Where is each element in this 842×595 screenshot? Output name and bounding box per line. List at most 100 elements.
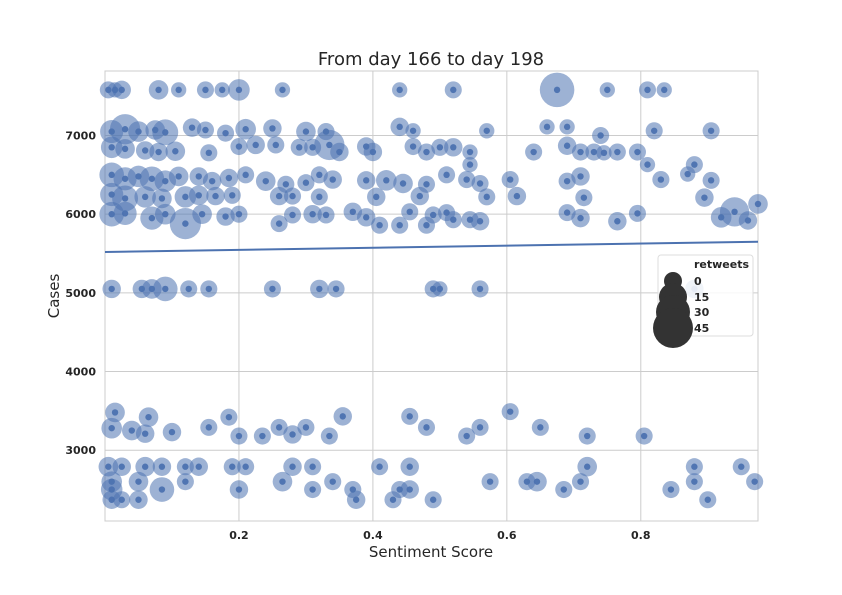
point-core xyxy=(560,486,567,493)
point-core xyxy=(225,413,233,421)
data-point xyxy=(270,215,288,233)
data-point xyxy=(356,171,376,190)
point-core xyxy=(128,427,135,434)
point-core xyxy=(476,180,484,187)
point-core xyxy=(640,432,648,440)
point-core xyxy=(158,486,166,493)
point-core xyxy=(135,496,142,503)
data-point xyxy=(462,144,478,160)
point-core xyxy=(182,463,189,470)
point-core xyxy=(476,218,484,225)
data-point xyxy=(200,280,218,298)
point-core xyxy=(302,424,310,431)
data-point xyxy=(571,143,590,161)
point-core xyxy=(108,285,115,293)
point-core xyxy=(429,496,437,503)
data-point xyxy=(323,170,342,189)
point-core xyxy=(707,177,715,184)
point-core xyxy=(155,148,162,156)
point-core xyxy=(195,173,202,180)
data-point xyxy=(346,490,366,509)
point-core xyxy=(155,86,162,94)
data-point xyxy=(592,126,610,145)
data-point xyxy=(417,216,436,234)
data-point xyxy=(324,473,342,491)
point-core xyxy=(738,463,745,470)
point-core xyxy=(423,181,430,188)
point-core xyxy=(657,176,665,183)
data-point xyxy=(628,143,646,161)
data-point xyxy=(748,194,768,214)
data-point xyxy=(113,201,137,225)
point-core xyxy=(175,173,182,180)
point-core xyxy=(476,285,484,293)
data-point xyxy=(135,456,155,477)
data-point xyxy=(699,491,717,509)
data-point xyxy=(320,427,338,445)
y-tick-label: 5000 xyxy=(65,287,96,300)
point-core xyxy=(145,413,152,421)
data-point xyxy=(481,473,499,491)
point-core xyxy=(329,478,336,485)
data-point xyxy=(196,121,215,139)
point-core xyxy=(219,86,226,94)
point-core xyxy=(463,176,470,183)
data-point xyxy=(356,208,376,227)
data-point xyxy=(113,491,131,509)
point-core xyxy=(141,193,149,201)
point-core xyxy=(329,176,336,183)
point-core xyxy=(235,143,243,150)
point-core xyxy=(289,192,296,200)
point-core xyxy=(148,175,156,182)
data-point xyxy=(128,471,149,492)
point-core xyxy=(162,210,169,218)
y-tick-label: 3000 xyxy=(65,444,96,457)
point-core xyxy=(423,148,430,156)
data-point xyxy=(297,174,315,192)
point-core xyxy=(235,432,243,440)
data-point xyxy=(405,123,421,139)
point-core xyxy=(108,171,115,179)
data-point xyxy=(283,187,302,205)
point-core xyxy=(577,478,584,485)
data-point xyxy=(115,139,135,159)
point-core xyxy=(121,145,129,153)
data-point xyxy=(214,82,230,98)
point-core xyxy=(396,86,403,94)
point-core xyxy=(262,177,269,185)
data-point xyxy=(135,141,155,160)
point-core xyxy=(118,463,125,470)
point-core xyxy=(208,177,216,185)
data-point xyxy=(577,456,598,477)
point-core xyxy=(406,413,413,420)
legend-label: 45 xyxy=(694,322,709,335)
data-point xyxy=(575,189,593,207)
data-point xyxy=(304,480,322,499)
data-point xyxy=(417,418,436,436)
point-core xyxy=(118,86,125,94)
point-core xyxy=(121,175,129,182)
point-core xyxy=(108,144,115,151)
point-core xyxy=(754,200,762,208)
point-core xyxy=(275,192,283,200)
data-point xyxy=(230,427,248,445)
point-core xyxy=(118,496,125,503)
data-point xyxy=(274,82,291,98)
point-core xyxy=(162,177,169,185)
data-point xyxy=(101,417,123,439)
point-core xyxy=(533,478,541,485)
point-core xyxy=(158,463,166,470)
point-core xyxy=(731,208,738,216)
legend-label: 0 xyxy=(694,275,702,288)
data-point xyxy=(410,186,430,206)
point-core xyxy=(108,210,115,218)
point-core xyxy=(302,128,310,135)
data-point xyxy=(180,280,198,298)
data-point xyxy=(680,166,696,182)
data-point xyxy=(656,82,672,98)
data-point xyxy=(738,211,758,230)
point-core xyxy=(614,148,621,156)
point-core xyxy=(563,177,571,185)
data-point xyxy=(165,141,186,162)
point-core xyxy=(111,409,119,416)
